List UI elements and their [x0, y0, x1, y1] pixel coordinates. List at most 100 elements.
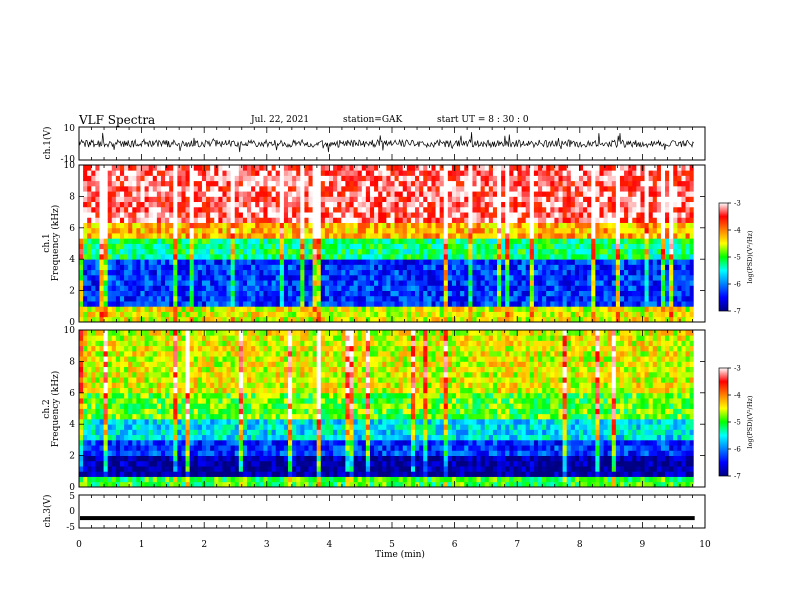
spectrogram-cell: [152, 306, 158, 312]
spectrogram-cell: [288, 295, 293, 302]
spectrogram-cell: [615, 295, 621, 302]
spectrogram-cell: [378, 301, 383, 307]
spectrogram-cell: [628, 274, 633, 281]
spectrogram-cell: [677, 259, 682, 265]
spectrogram-cell: [505, 238, 510, 244]
spectrogram-cell: [115, 180, 121, 187]
spectrogram-cell: [79, 233, 84, 239]
spectrogram-cell: [472, 175, 477, 182]
spectrogram-cell: [267, 201, 273, 208]
spectrogram-cell: [181, 269, 186, 276]
spectrogram-cell: [583, 295, 588, 302]
spectrogram-cell: [222, 233, 227, 239]
spectrogram-cell: [673, 206, 678, 213]
spectrogram-cell: [230, 222, 236, 229]
spectrogram-cell: [583, 180, 588, 187]
spectrogram-cell: [472, 311, 477, 318]
spectrogram-cell: [111, 264, 117, 271]
spectrogram-cell: [447, 290, 453, 297]
spectrogram-cell: [410, 201, 416, 208]
spectrogram-cell: [542, 259, 547, 265]
spectrogram-cell: [103, 295, 109, 302]
spectrogram-cell: [214, 264, 219, 271]
spectrogram-cell: [320, 259, 326, 265]
spectrogram-cell: [607, 165, 613, 171]
spectrogram-cell: [443, 175, 449, 182]
spectrogram-cell: [460, 301, 465, 307]
spectrogram-cell: [615, 206, 621, 213]
spectrogram-cell: [320, 316, 326, 323]
spectrogram-cell: [464, 212, 469, 218]
spectrogram-cell: [611, 259, 617, 265]
spectrogram-cell: [509, 316, 514, 323]
spectrogram-cell: [439, 259, 445, 265]
spectrogram-cell: [378, 316, 383, 323]
spectrogram-cell: [115, 217, 121, 223]
spectrogram-cell: [599, 301, 604, 307]
spectrogram-cell: [562, 196, 568, 203]
spectrogram-cell: [214, 311, 219, 318]
spectrogram-cell: [222, 301, 227, 307]
spectrogram-cell: [300, 222, 305, 229]
spectrogram-cell: [689, 295, 695, 302]
spectrogram-cell: [513, 217, 518, 223]
spectrogram-cell: [554, 185, 559, 192]
spectrogram-cell: [423, 212, 428, 218]
spectrogram-cell: [222, 316, 227, 323]
spectrogram-cell: [447, 212, 453, 218]
spectrogram-cell: [124, 253, 129, 260]
spectrogram-cell: [115, 274, 121, 281]
spectrogram-cell: [443, 212, 449, 218]
spectrogram-cell: [263, 238, 268, 244]
spectrogram-cell: [234, 259, 240, 265]
spectrogram-cell: [365, 180, 371, 187]
spectrogram-cell: [365, 165, 371, 171]
spectrogram-cell: [603, 301, 609, 307]
spectrogram-cell: [538, 259, 543, 265]
spectrogram-cell: [558, 295, 563, 302]
spectrogram-cell: [689, 191, 695, 197]
spectrogram-cell: [136, 280, 141, 286]
spectrogram-cell: [451, 311, 457, 318]
spectrogram-cell: [279, 295, 285, 302]
spectrogram-cell: [353, 170, 359, 176]
spectrogram-cell: [382, 274, 387, 281]
spectrogram-cell: [369, 185, 375, 192]
spectrogram-cell: [406, 212, 412, 218]
spectrogram-cell: [312, 248, 318, 255]
spectrogram-cell: [374, 285, 379, 291]
spectrogram-cell: [665, 191, 670, 197]
spectrogram-cell: [636, 259, 641, 265]
spectrogram-cell: [144, 170, 150, 176]
spectrogram-cell: [197, 185, 203, 192]
spectrogram-cell: [201, 290, 207, 297]
spectrogram-cell: [660, 301, 666, 307]
spectrogram-cell: [669, 311, 674, 318]
spectrogram-cell: [210, 301, 215, 307]
spectrogram-cell: [656, 165, 662, 171]
spectrogram-cell: [365, 170, 371, 176]
spectrogram-cell: [685, 185, 691, 192]
spectrogram-cell: [115, 259, 121, 265]
spectrogram-cell: [99, 243, 104, 250]
spectrogram-cell: [119, 175, 125, 182]
spectrogram-cell: [501, 206, 506, 213]
spectrogram-cell: [435, 233, 441, 239]
spectrogram-cell: [115, 290, 121, 297]
spectrogram-cell: [128, 185, 133, 192]
spectrogram-cell: [644, 295, 650, 302]
spectrogram-cell: [115, 175, 121, 182]
spectrogram-cell: [611, 185, 617, 192]
spectrogram-cell: [365, 476, 371, 483]
spectrogram-cell: [230, 165, 236, 171]
spectrogram-cell: [415, 301, 420, 307]
spectrogram-cell: [308, 227, 313, 234]
spectrogram-cell: [115, 253, 121, 260]
spectrogram-cell: [566, 175, 572, 182]
spectrogram-cell: [669, 290, 674, 297]
spectrogram-cell: [554, 259, 559, 265]
spectrogram-cell: [419, 280, 424, 286]
spectrogram-cell: [492, 311, 498, 318]
spectrogram-cell: [119, 201, 125, 208]
